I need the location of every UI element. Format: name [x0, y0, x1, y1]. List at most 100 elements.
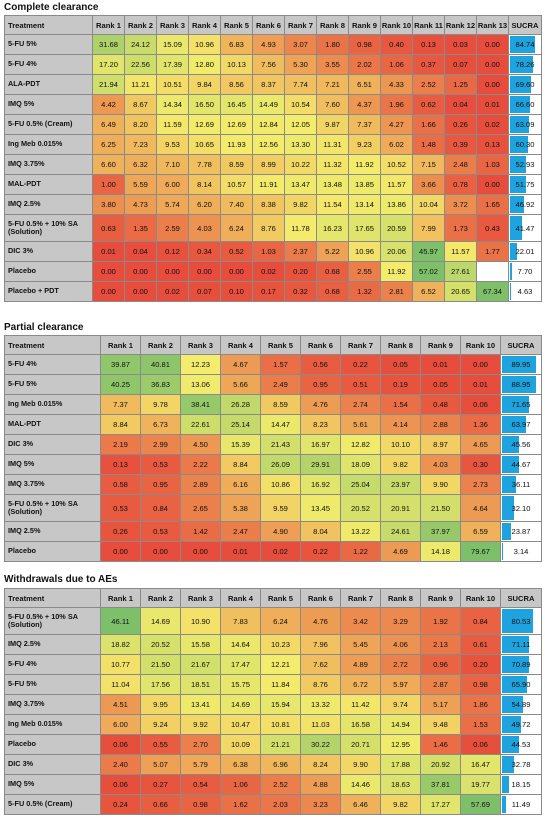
- heat-cell: 0.05: [380, 354, 421, 375]
- heat-cell: 0.98: [180, 794, 221, 815]
- sucra-value: 18.15: [511, 780, 531, 789]
- heat-cell: 0.00: [140, 541, 181, 562]
- sucra-cell: 4.63: [508, 281, 542, 302]
- heat-cell: 10.09: [220, 734, 261, 755]
- heat-cell: 2.59: [156, 214, 189, 242]
- heat-cell: 7.40: [220, 194, 253, 215]
- heat-cell: 11.84: [260, 674, 301, 695]
- heat-cell: 8.67: [124, 94, 157, 115]
- heat-cell: 13.45: [300, 494, 341, 522]
- sucra-bar: [502, 636, 530, 653]
- heat-cell: 0.52: [220, 241, 253, 262]
- heat-cell: 31.68: [92, 34, 125, 55]
- treatment-label: 5-FU 0.5% + 10% SA (Solution): [4, 494, 101, 522]
- treatment-label: Ing Meb 0.015%: [4, 394, 101, 415]
- heat-cell: 7.15: [412, 154, 445, 175]
- heat-cell: 6.24: [260, 607, 301, 635]
- heat-cell: 11.42: [340, 694, 381, 715]
- heat-cell: 0.12: [156, 241, 189, 262]
- heat-cell: 20.92: [420, 754, 461, 775]
- heat-cell: 2.74: [340, 394, 381, 415]
- heat-cell: 25.04: [340, 474, 381, 495]
- column-header: Rank 5: [220, 15, 253, 35]
- heat-cell: 14.46: [340, 774, 381, 795]
- heat-cell: 0.95: [300, 374, 341, 395]
- heat-cell: 17.88: [380, 754, 421, 775]
- heat-cell: 12.69: [220, 114, 253, 135]
- heat-cell: 6.02: [380, 134, 413, 155]
- heat-cell: 23.97: [380, 474, 421, 495]
- heat-cell: 14.49: [252, 94, 285, 115]
- sucra-bar: [510, 96, 530, 113]
- heat-cell: 8.84: [220, 454, 261, 475]
- treatment-label: IMQ 5%: [4, 94, 93, 115]
- heat-cell: 0.02: [260, 541, 301, 562]
- heat-cell: 21.50: [420, 494, 461, 522]
- heat-cell: 6.73: [140, 414, 181, 435]
- sucra-value: 4.63: [517, 287, 533, 296]
- table-row: Placebo 0.00 0.00 0.00 0.00 0.00 0.02 0.20 0.68 2…: [4, 261, 542, 282]
- sucra-cell: 36.11: [500, 474, 542, 495]
- table-row: IMQ 2.5% 18.82 20.52 15.58 14.64 10.23 7.96 5.4…: [4, 634, 542, 655]
- heat-cell: 10.47: [220, 714, 261, 735]
- sucra-cell: 63.09: [508, 114, 542, 135]
- heat-cell: 15.75: [220, 674, 261, 695]
- sucra-bar: [502, 356, 537, 373]
- heat-cell: 12.05: [284, 114, 317, 135]
- heat-cell: 3.42: [340, 607, 381, 635]
- sucra-cell: 78.26: [508, 54, 542, 75]
- heat-cell: 0.01: [420, 354, 461, 375]
- heat-cell: 4.67: [220, 354, 261, 375]
- heat-cell: 0.13: [412, 34, 445, 55]
- heat-cell: 1.06: [220, 774, 261, 795]
- heat-cell: 9.95: [140, 694, 181, 715]
- heat-cell: 9.78: [140, 394, 181, 415]
- heat-cell: 14.47: [260, 414, 301, 435]
- heat-cell: 1.03: [252, 241, 285, 262]
- heat-cell: 8.76: [300, 674, 341, 695]
- treatment-label: MAL-PDT: [4, 414, 101, 435]
- heat-cell: 6.00: [100, 714, 141, 735]
- treatment-label: 5-FU 4%: [4, 654, 101, 675]
- heat-cell: 21.94: [92, 74, 125, 95]
- heat-cell: 2.89: [180, 474, 221, 495]
- sucra-bar: [502, 476, 516, 493]
- heat-cell: 12.82: [340, 434, 381, 455]
- sucra-bar: [510, 36, 536, 53]
- heat-cell: 10.96: [188, 34, 221, 55]
- sucra-value: 63.97: [511, 420, 531, 429]
- heat-cell: 11.21: [124, 74, 157, 95]
- heat-cell: 0.30: [460, 454, 501, 475]
- treatment-label: IMQ 3.75%: [4, 154, 93, 175]
- heat-cell: 17.20: [92, 54, 125, 75]
- heat-cell: 7.10: [156, 154, 189, 175]
- heat-cell: 0.98: [348, 34, 381, 55]
- heat-cell: 10.77: [100, 654, 141, 675]
- table-row: IMQ 3.75% 4.51 9.95 13.41 14.69 15.94 13.32 11.…: [4, 694, 542, 715]
- heat-cell: 0.68: [316, 261, 349, 282]
- heat-cell: 2.73: [460, 474, 501, 495]
- heat-cell: 20.52: [340, 494, 381, 522]
- heat-cell: 10.52: [380, 154, 413, 175]
- heat-cell: 11.92: [348, 154, 381, 175]
- heat-cell: 0.02: [476, 114, 509, 135]
- table-row: 5-FU 0.5% + 10% SA (Solution) 0.63 1.35 2.5…: [4, 214, 542, 242]
- heat-cell: 0.00: [188, 261, 221, 282]
- heat-cell: 1.03: [476, 154, 509, 175]
- heat-cell: 1.96: [380, 94, 413, 115]
- heat-cell: 8.99: [252, 154, 285, 175]
- sucra-value: 60.30: [515, 140, 535, 149]
- column-header: Rank 7: [340, 588, 381, 608]
- heat-cell: 5.61: [340, 414, 381, 435]
- heat-cell: 9.87: [316, 114, 349, 135]
- heat-cell: 10.65: [188, 134, 221, 155]
- heat-cell: 9.24: [140, 714, 181, 735]
- heat-cell: 8.56: [220, 74, 253, 95]
- sucra-cell: 3.14: [500, 541, 542, 562]
- heat-cell: 22.61: [180, 414, 221, 435]
- sucra-bar: [510, 56, 534, 73]
- heat-cell: 1.62: [220, 794, 261, 815]
- heat-cell: 20.65: [444, 281, 477, 302]
- sucra-value: 46.92: [515, 200, 535, 209]
- heat-cell: 0.62: [412, 94, 445, 115]
